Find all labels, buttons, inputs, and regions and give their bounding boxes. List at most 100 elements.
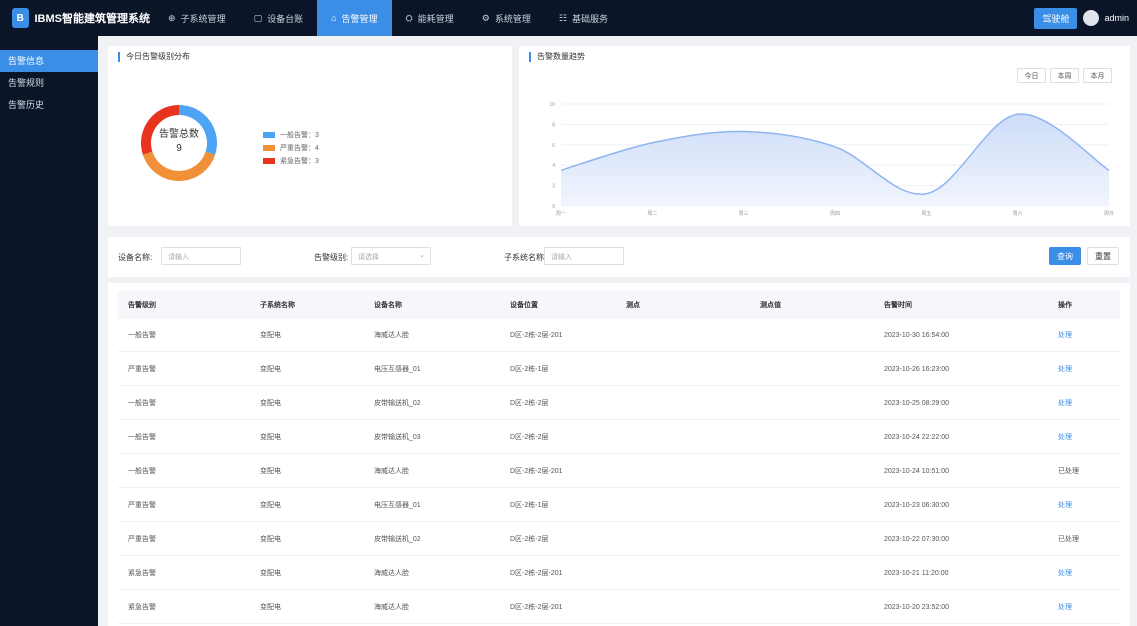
brand[interactable]: B IBMS智能建筑管理系统 [0,0,150,36]
table-row[interactable]: 紧急告警 变配电 海威达人脸 D区-2栋-2层-201 2023-10-21 11:20… [118,557,1120,590]
nav-label: 设备台账 [267,13,304,24]
table-cell: 变配电 [260,604,281,611]
donut-center-label: 告警总数 [159,129,199,140]
subsystem-input[interactable]: 请输入 [544,247,624,265]
legend-swatch [263,157,275,164]
handle-link[interactable]: 处理 [1058,570,1072,577]
x-tick-label: 周二 [647,211,657,217]
filter-bar: 设备名称: 请输入 告警级别: 请选择 ⌄ 子系统名称: 请输入 查询 重置 [108,237,1130,277]
table-row[interactable]: 严重告警 变配电 电压互感器_01 D区-2栋-1层 2023-10-26 16:23:… [118,353,1120,386]
table-cell: D区-2栋-2层 [510,434,549,441]
table-row[interactable]: 紧急告警 变配电 海威达人脸 D区-2栋-2层-201 2023-10-20 23:52… [118,591,1120,624]
table-cell: 皮带输送机_02 [374,400,421,407]
legend-swatch [263,131,275,138]
table-cell: 一般告警 [128,332,156,339]
query-button[interactable]: 查询 [1049,247,1081,265]
table-cell: 一般告警 [128,468,156,475]
handle-link[interactable]: 处理 [1058,366,1072,373]
handled-status: 已处理 [1058,536,1079,543]
y-tick-label: 8 [552,122,555,128]
table-cell: 电压互感器_01 [374,502,421,509]
nav-item[interactable]: ⊕ 子系统管理 [154,0,240,36]
alarm-table: 告警级别 子系统名称 设备名称 设备位置 测点 测点值 告警时间 操作一般告警 变配电 海威达人脸… [108,283,1130,626]
table-cell: 皮带输送机_02 [374,536,421,543]
table-header: 告警级别 子系统名称 设备名称 设备位置 测点 测点值 告警时间 操作 [118,291,1120,319]
y-tick-label: 2 [552,184,555,190]
legend-label: 一般告警：3 [280,131,319,139]
table-cell: D区-2栋-2层-201 [510,468,563,475]
panel-title: 今日告警级别分布 [118,52,190,62]
sidebar-item[interactable]: 告警规则 [8,78,45,88]
legend-item: 严重告警：4 [263,141,319,154]
handle-link[interactable]: 处理 [1058,400,1072,407]
nav-item[interactable]: ⌂ 告警管理 [317,0,392,36]
x-tick-label: 周一 [556,211,566,217]
legend-label: 严重告警：4 [280,144,319,152]
y-tick-label: 6 [552,143,555,149]
donut-slice [142,151,216,181]
table-cell: 紧急告警 [128,570,156,577]
table-cell: 2023-10-30 16:54:00 [884,331,949,339]
table-cell: 皮带输送机_03 [374,434,421,441]
handle-link[interactable]: 处理 [1058,502,1072,509]
table-cell: D区-2栋-1层 [510,502,549,509]
y-tick-label: 4 [552,163,555,169]
table-row[interactable]: 一般告警 变配电 海威达人脸 D区-2栋-2层-201 2023-10-24 10:51… [118,455,1120,488]
table-row[interactable]: 严重告警 变配电 电压互感器_01 D区-2栋-1层 2023-10-23 06:30:… [118,489,1120,522]
level-select[interactable]: 请选择 ⌄ [351,247,431,265]
table-cell: 电压互感器_01 [374,366,421,373]
nav-item[interactable]: ⚙ 系统管理 [468,0,545,36]
legend-label: 紧急告警：3 [280,157,319,165]
table-cell: 紧急告警 [128,604,156,611]
handle-link[interactable]: 处理 [1058,332,1072,339]
table-cell: 一般告警 [128,400,156,407]
table-cell: D区-2栋-2层-201 [510,570,563,577]
sidebar-item[interactable]: 告警信息 [0,50,98,72]
nav-item[interactable]: ▢ 设备台账 [240,0,318,36]
column-header[interactable]: 设备位置 [510,302,538,309]
x-tick-label: 周六 [1013,210,1023,217]
reset-button[interactable]: 重置 [1087,247,1119,265]
level-label: 告警级别: [314,253,349,262]
device-name-input[interactable]: 请输入 [161,247,241,265]
handle-link[interactable]: 处理 [1058,604,1072,611]
table-cell: D区-2栋-2层 [510,536,549,543]
x-tick-label: 周四 [830,211,840,217]
table-row[interactable]: 一般告警 变配电 海威达人脸 D区-2栋-2层-201 2023-10-30 16:54… [118,319,1120,352]
column-header[interactable]: 告警级别 [128,302,156,309]
nav-label: 告警管理 [341,13,378,24]
table-cell: 2023-10-24 22:22:00 [884,433,949,441]
column-header[interactable]: 测点值 [760,302,781,309]
nav-item[interactable]: ☷ 基础服务 [545,0,622,36]
username[interactable]: admin [1104,13,1129,23]
nav-label: 能耗管理 [417,13,454,24]
alarm-level-panel: 今日告警级别分布 告警总数 9 一般告警：3 严重告警：4 紧急告警：3 [108,46,512,226]
nav-item[interactable]: ⛭ 能耗管理 [392,0,468,36]
device-name-label: 设备名称: [118,253,153,262]
range-button[interactable]: 本周 [1050,68,1079,83]
cockpit-button[interactable]: 驾驶舱 [1034,7,1078,29]
table-cell: D区-2栋-2层 [510,400,549,407]
range-button[interactable]: 本月 [1083,68,1112,83]
sidebar-item[interactable]: 告警历史 [8,100,45,110]
table-cell: 严重告警 [128,366,156,373]
table-row[interactable]: 一般告警 变配电 皮带输送机_03 D区-2栋-2层 2023-10-24 22:22:… [118,421,1120,454]
range-button[interactable]: 今日 [1017,68,1046,83]
handle-link[interactable]: 处理 [1058,434,1072,441]
nav-icon: ☷ [558,12,567,23]
table-cell: 2023-10-24 10:51:00 [884,467,949,475]
column-header[interactable]: 告警时间 [884,302,912,309]
column-header[interactable]: 子系统名称 [260,302,295,309]
table-row[interactable]: 严重告警 变配电 皮带输送机_02 D区-2栋-2层 2023-10-22 07:30:… [118,523,1120,556]
app-logo-icon: B [12,8,29,28]
donut-slice [179,105,217,155]
column-header[interactable]: 设备名称 [374,302,402,309]
column-header[interactable]: 操作 [1058,302,1072,309]
main-nav: ⊕ 子系统管理 ▢ 设备台账 ⌂ 告警管理 ⛭ 能耗管理 ⚙ 系统管理 ☷ 基础服务 [154,0,622,36]
trend-area [561,113,1109,206]
table-row[interactable]: 一般告警 变配电 皮带输送机_02 D区-2栋-2层 2023-10-25 08:29:… [118,387,1120,420]
avatar[interactable] [1083,10,1100,26]
column-header[interactable]: 测点 [626,302,640,309]
donut-total: 9 [176,143,182,154]
table-cell: 一般告警 [128,434,156,441]
